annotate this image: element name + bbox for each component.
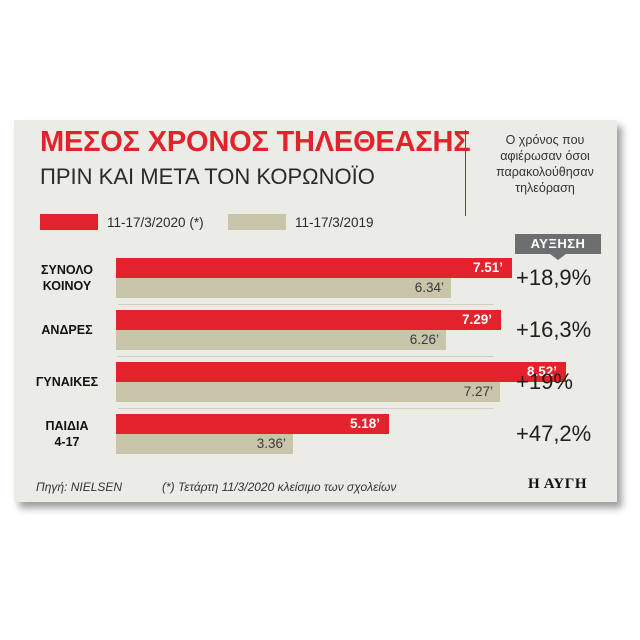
infographic-card: ΜΕΣΟΣ ΧΡΟΝΟΣ ΤΗΛΕΘΕΑΣΗΣ ΠΡΙΝ ΚΑΙ ΜΕΤΑ ΤΟ… bbox=[14, 120, 617, 502]
bar-value-label: 7.27’ bbox=[463, 384, 493, 399]
bar-value-label: 5.18’ bbox=[349, 416, 380, 431]
bar-previous: 3.36’ bbox=[116, 434, 293, 454]
bar-current: 5.18’ bbox=[116, 414, 389, 434]
increase-value: +19% bbox=[516, 369, 573, 394]
category-label-line: ΠΑΙΔΙΑ bbox=[45, 419, 89, 433]
source-note: Πηγή: NIELSEN bbox=[36, 480, 123, 494]
side-note: Ο χρόνος που αφιέρωσαν όσοι παρακολούθησ… bbox=[475, 132, 615, 196]
bar-value-label: 7.29’ bbox=[461, 312, 492, 327]
increase-value: +16,3% bbox=[516, 317, 592, 342]
bar-current: 7.51’ bbox=[116, 258, 512, 278]
category-label-line: ΣΥΝΟΛΟ bbox=[41, 263, 93, 277]
side-note-line: αφιέρωσαν όσοι bbox=[500, 149, 590, 163]
category-label: ΠΑΙΔΙΑ 4-17 bbox=[22, 418, 112, 450]
category-label-line: ΑΝΔΡΕΣ bbox=[41, 323, 93, 337]
footnote: (*) Τετάρτη 11/3/2020 κλείσιμο των σχολε… bbox=[162, 480, 397, 494]
increase-value: +47,2% bbox=[516, 421, 592, 446]
legend-swatch-previous bbox=[228, 214, 286, 230]
bar-value-label: 3.36’ bbox=[256, 436, 286, 451]
category-label-line: ΓΥΝΑΙΚΕΣ bbox=[35, 375, 99, 389]
bar-value-label: 6.26’ bbox=[409, 332, 439, 347]
bar-previous: 6.26’ bbox=[116, 330, 446, 350]
bar-previous: 6.34’ bbox=[116, 278, 451, 298]
increase-header-badge: ΑΥΞΗΣΗ bbox=[515, 234, 601, 254]
bar-current: 8.52’ bbox=[116, 362, 566, 382]
category-label: ΑΝΔΡΕΣ bbox=[22, 322, 112, 338]
row-separator bbox=[118, 356, 494, 357]
side-note-line: παρακολούθησαν bbox=[496, 165, 594, 179]
legend-item-current: 11-17/3/2020 (*) bbox=[40, 213, 204, 231]
publisher-logo: Η ΑΥΓΗ bbox=[528, 476, 588, 492]
row-separator bbox=[118, 408, 494, 409]
bar-current: 7.29’ bbox=[116, 310, 501, 330]
side-note-line: τηλεόραση bbox=[515, 181, 575, 195]
row-separator bbox=[118, 304, 494, 305]
category-label: ΣΥΝΟΛΟ ΚΟΙΝΟΥ bbox=[22, 262, 112, 294]
bar-value-label: 7.51’ bbox=[472, 260, 503, 275]
increase-header-pointer bbox=[550, 254, 566, 260]
category-label-line: 4-17 bbox=[54, 435, 80, 449]
increase-value: +18,9% bbox=[516, 265, 592, 290]
category-label: ΓΥΝΑΙΚΕΣ bbox=[22, 374, 112, 390]
category-label-line: ΚΟΙΝΟΥ bbox=[42, 279, 92, 293]
legend-item-previous: 11-17/3/2019 bbox=[228, 213, 374, 231]
legend-label-previous: 11-17/3/2019 bbox=[295, 214, 374, 230]
bar-previous: 7.27’ bbox=[116, 382, 500, 402]
chart-title: ΜΕΣΟΣ ΧΡΟΝΟΣ ΤΗΛΕΘΕΑΣΗΣ bbox=[40, 126, 471, 158]
legend-label-current: 11-17/3/2020 (*) bbox=[107, 214, 204, 230]
bar-value-label: 6.34’ bbox=[414, 280, 444, 295]
legend-swatch-current bbox=[40, 214, 98, 230]
chart-subtitle: ΠΡΙΝ ΚΑΙ ΜΕΤΑ ΤΟΝ ΚΟΡΩΝΟΪΟ bbox=[40, 164, 375, 189]
note-divider bbox=[465, 130, 466, 216]
bar-value-label: 8.52’ bbox=[526, 364, 557, 379]
side-note-line: Ο χρόνος που bbox=[505, 133, 585, 147]
